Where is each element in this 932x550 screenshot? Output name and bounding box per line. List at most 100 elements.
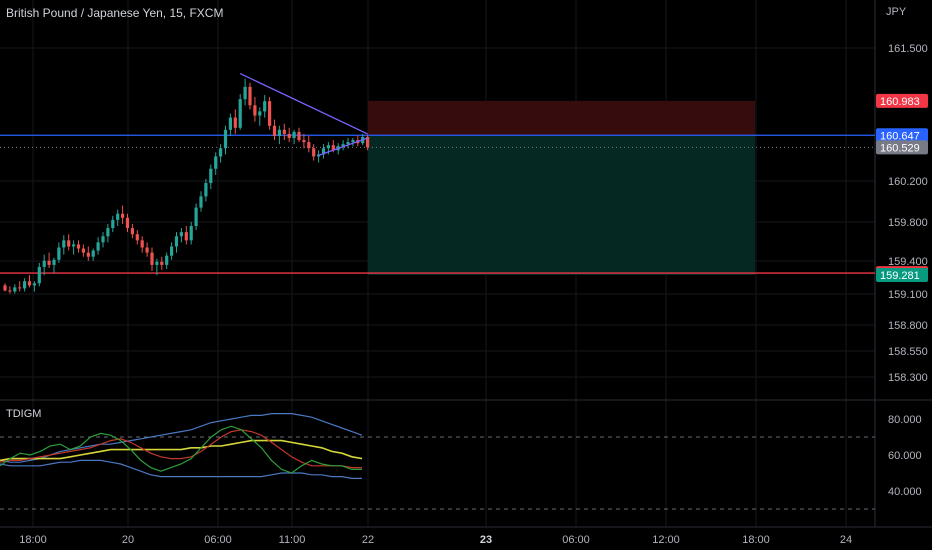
candle-body bbox=[326, 145, 330, 149]
x-tick-label: 06:00 bbox=[562, 534, 590, 546]
candle-body bbox=[233, 117, 237, 128]
candle-body bbox=[312, 148, 316, 157]
candle-body bbox=[52, 259, 56, 265]
candle-body bbox=[346, 142, 350, 145]
candle-body bbox=[81, 248, 85, 253]
candle-body bbox=[341, 144, 345, 147]
price-tag-label: 160.529 bbox=[880, 142, 920, 154]
price-tag-label: 159.281 bbox=[880, 270, 920, 282]
x-tick-label: 06:00 bbox=[204, 534, 232, 546]
currency-label: JPY bbox=[886, 6, 907, 18]
candle-body bbox=[32, 283, 36, 286]
candle-body bbox=[135, 234, 139, 241]
indicator-y-tick: 40.000 bbox=[888, 486, 922, 498]
y-tick-label: 160.200 bbox=[888, 176, 928, 188]
candle-body bbox=[96, 242, 100, 251]
candle-body bbox=[155, 261, 159, 265]
candle-body bbox=[189, 226, 193, 241]
candle-body bbox=[287, 133, 291, 139]
candle-body bbox=[223, 129, 228, 149]
x-tick-label: 12:00 bbox=[652, 534, 680, 546]
candle-body bbox=[174, 236, 179, 247]
candle-body bbox=[302, 140, 306, 143]
candle-body bbox=[125, 217, 130, 229]
candle-body bbox=[106, 228, 110, 237]
candle-body bbox=[321, 148, 326, 155]
chart-title: British Pound / Japanese Yen, 15, FXCM bbox=[6, 6, 224, 20]
price-tag bbox=[876, 93, 928, 108]
candle-body bbox=[57, 247, 61, 260]
price-tag bbox=[876, 128, 928, 143]
y-tick-label: 161.500 bbox=[888, 43, 928, 55]
x-tick-label: 18:00 bbox=[19, 534, 47, 546]
candle-body bbox=[219, 148, 223, 157]
candle-body bbox=[238, 99, 242, 128]
candle-body bbox=[214, 156, 218, 169]
x-tick-label: 22 bbox=[362, 534, 374, 546]
candle-body bbox=[91, 250, 95, 257]
candle-body bbox=[3, 285, 7, 291]
candle-body bbox=[170, 246, 174, 256]
y-tick-label: 159.800 bbox=[888, 217, 928, 229]
candle-body bbox=[248, 86, 252, 106]
take-profit-zone bbox=[368, 135, 755, 276]
y-tick-label: 159.100 bbox=[888, 289, 928, 301]
candle-body bbox=[272, 125, 277, 136]
candle-body bbox=[209, 168, 213, 184]
y-tick-label: 158.550 bbox=[888, 346, 928, 358]
candle-body bbox=[292, 131, 296, 139]
candle-body bbox=[37, 266, 41, 284]
indicator-series-line bbox=[0, 439, 363, 462]
candle-body bbox=[150, 252, 154, 265]
y-tick-label: 159.400 bbox=[888, 256, 928, 268]
candle-body bbox=[121, 213, 125, 218]
indicator-series-line bbox=[0, 459, 362, 479]
y-tick-label: 158.300 bbox=[888, 372, 928, 384]
y-tick-label: 158.800 bbox=[888, 320, 928, 332]
candle-body bbox=[228, 117, 232, 130]
x-tick-label: 23 bbox=[480, 534, 492, 546]
candle-body bbox=[253, 105, 257, 116]
stop-loss-zone bbox=[368, 100, 755, 136]
candle-body bbox=[23, 281, 27, 289]
candle-body bbox=[42, 260, 46, 267]
candle-body bbox=[62, 240, 66, 248]
x-tick-label: 18:00 bbox=[742, 534, 770, 546]
candle-body bbox=[72, 244, 76, 247]
candle-body bbox=[351, 140, 355, 143]
price-tag-label: 160.983 bbox=[880, 96, 920, 108]
x-tick-label: 20 bbox=[122, 534, 134, 546]
indicator-series-line bbox=[0, 425, 362, 474]
indicator-y-tick: 60.000 bbox=[888, 450, 922, 462]
candle-body bbox=[8, 290, 12, 292]
indicator-series-line bbox=[0, 429, 362, 469]
candle-body bbox=[18, 287, 22, 289]
price-tag-label: 160.647 bbox=[880, 130, 920, 142]
candle-body bbox=[140, 240, 144, 248]
candle-body bbox=[366, 137, 370, 148]
candle-body bbox=[76, 244, 81, 249]
candle-body bbox=[194, 207, 198, 227]
candle-body bbox=[282, 129, 286, 134]
candle-body bbox=[165, 255, 169, 265]
candle-body bbox=[67, 240, 71, 247]
candle-body bbox=[307, 142, 311, 149]
indicator-series-line bbox=[0, 413, 363, 463]
candle-body bbox=[184, 232, 188, 241]
x-tick-label: 24 bbox=[840, 534, 852, 546]
candle-body bbox=[145, 247, 149, 253]
triangle-upper-line bbox=[239, 72, 368, 135]
candle-body bbox=[277, 129, 281, 136]
candle-body bbox=[297, 131, 301, 141]
candle-body bbox=[243, 86, 247, 100]
x-tick-label: 11:00 bbox=[279, 534, 306, 546]
candle-body bbox=[160, 261, 164, 265]
candle-body bbox=[258, 111, 262, 116]
indicator-y-tick: 80.000 bbox=[888, 414, 922, 426]
candle-body bbox=[86, 252, 90, 257]
candle-body bbox=[116, 213, 120, 220]
candle-body bbox=[13, 287, 17, 292]
candle-body bbox=[130, 228, 134, 235]
indicator-name: TDIGM bbox=[6, 408, 42, 420]
